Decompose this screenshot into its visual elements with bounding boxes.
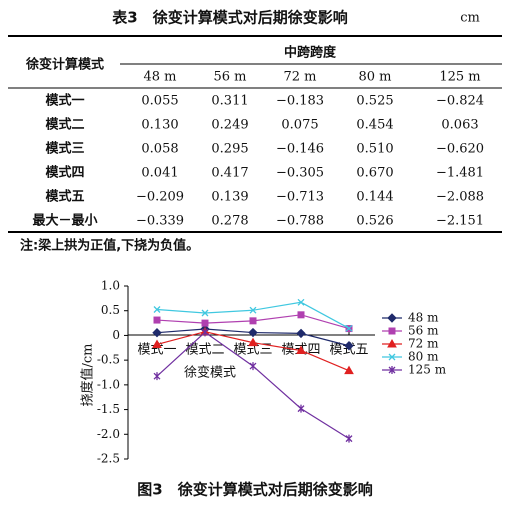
marker xyxy=(387,338,397,348)
marker xyxy=(296,345,306,355)
marker xyxy=(387,313,397,323)
cell: −1.481 xyxy=(436,166,484,181)
cell: −0.183 xyxy=(276,94,324,109)
marker xyxy=(388,353,396,361)
cell: −2.088 xyxy=(436,190,484,205)
marker xyxy=(296,328,306,339)
cell: 0.058 xyxy=(141,142,178,157)
cell: 0.454 xyxy=(356,118,393,133)
x-tick-label: 模式三 xyxy=(233,343,272,358)
marker xyxy=(201,309,209,317)
marker xyxy=(249,362,257,371)
marker xyxy=(248,337,258,347)
y-tick-label: 1.0 xyxy=(101,279,120,293)
cell: 0.144 xyxy=(356,190,393,205)
y-tick-label: -1.5 xyxy=(97,402,120,416)
marker xyxy=(388,366,396,374)
cell: 0.311 xyxy=(211,94,248,109)
series-line xyxy=(156,301,350,329)
marker xyxy=(201,319,209,327)
marker xyxy=(153,306,161,313)
y-tick-label: 0.5 xyxy=(101,303,120,317)
column-header: 80 m xyxy=(358,70,391,85)
marker xyxy=(249,306,257,314)
marker xyxy=(344,365,354,375)
y-axis-label: 挠度值/cm xyxy=(80,344,96,407)
cell: 0.075 xyxy=(281,118,318,133)
cell: −0.209 xyxy=(136,190,184,205)
row-label: 模式一 xyxy=(45,93,84,109)
table-unit: cm xyxy=(460,11,480,26)
cell: 0.510 xyxy=(356,142,393,157)
marker xyxy=(153,316,161,324)
x-tick-label: 模式二 xyxy=(185,343,224,358)
group-header: 中跨跨度 xyxy=(284,45,337,61)
cell: 0.130 xyxy=(141,118,178,133)
marker xyxy=(388,327,396,335)
cell: −0.305 xyxy=(276,166,324,181)
marker xyxy=(201,328,209,337)
marker xyxy=(297,311,305,319)
row-label: 最大－最小 xyxy=(32,213,97,229)
row-label: 模式五 xyxy=(45,189,84,205)
marker xyxy=(153,372,161,381)
marker xyxy=(249,317,257,325)
cell: −0.713 xyxy=(276,190,324,205)
cell: −0.788 xyxy=(276,214,324,229)
marker xyxy=(248,327,258,338)
y-tick-label: -0.5 xyxy=(97,353,120,367)
cell: −0.339 xyxy=(136,214,184,229)
cell: 0.055 xyxy=(141,94,178,109)
legend-label: 48 m xyxy=(408,311,439,325)
figure-caption: 图3 徐变计算模式对后期徐变影响 xyxy=(137,481,372,499)
marker xyxy=(345,324,353,332)
marker xyxy=(297,298,305,306)
column-header: 72 m xyxy=(283,70,316,85)
table-title: 表3 徐变计算模式对后期徐变影响 xyxy=(112,9,347,27)
legend-label: 80 m xyxy=(408,350,439,364)
cell: 0.041 xyxy=(141,166,178,181)
cell: −0.146 xyxy=(276,142,324,157)
cell: 0.063 xyxy=(441,118,478,133)
cell: 0.526 xyxy=(356,214,393,229)
cell: 0.249 xyxy=(211,118,248,133)
y-tick-label: -1.0 xyxy=(97,377,120,391)
cell: 0.525 xyxy=(356,94,393,109)
x-tick-label: 模式一 xyxy=(137,343,176,358)
marker xyxy=(152,339,162,348)
table-note: 注:梁上拱为正值,下挠为负值。 xyxy=(20,238,199,254)
legend-label: 56 m xyxy=(408,324,439,338)
row-label: 模式三 xyxy=(45,141,84,157)
column-header: 125 m xyxy=(439,70,480,85)
y-tick-label: 0 xyxy=(112,328,120,342)
y-tick-label: -2.5 xyxy=(97,452,120,466)
marker xyxy=(152,328,162,338)
row-label: 模式二 xyxy=(45,117,84,133)
x-axis-label: 徐变模式 xyxy=(184,365,236,381)
column-header: 48 m xyxy=(143,70,176,85)
cell: 0.295 xyxy=(211,142,248,157)
row-label: 模式四 xyxy=(45,165,84,181)
cell: −2.151 xyxy=(436,214,484,229)
cell: 0.278 xyxy=(211,214,248,229)
legend-label: 125 m xyxy=(408,363,447,377)
cell: 0.139 xyxy=(211,190,248,205)
y-tick-label: -2.0 xyxy=(97,427,120,441)
marker xyxy=(345,434,353,443)
legend-label: 72 m xyxy=(408,337,439,351)
cell: −0.824 xyxy=(436,94,484,109)
row-header: 徐变计算模式 xyxy=(25,57,104,73)
cell: 0.670 xyxy=(356,166,393,181)
marker xyxy=(344,341,354,351)
column-header: 56 m xyxy=(213,70,246,85)
marker xyxy=(297,404,305,413)
cell: 0.417 xyxy=(211,166,248,181)
cell: −0.620 xyxy=(436,142,484,157)
